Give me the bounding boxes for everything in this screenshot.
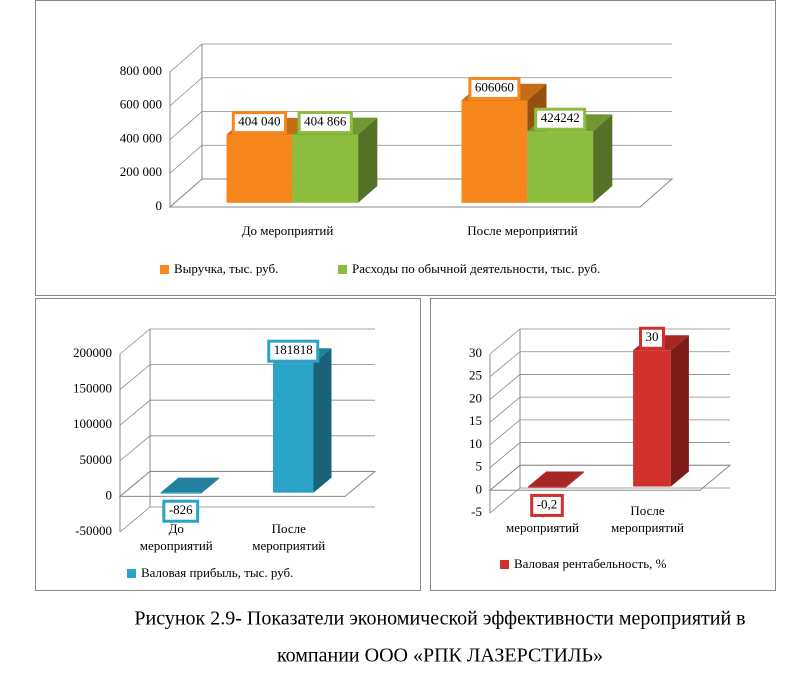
bar — [461, 100, 528, 203]
legend-label: Выручка, тыс. руб. — [174, 261, 278, 276]
y-tick-label: 0 — [106, 487, 113, 502]
caption: компании ООО «РПК ЛАЗЕРСТИЛЬ» — [277, 645, 603, 667]
y-tick-label: -50000 — [75, 523, 112, 538]
grid-line — [119, 506, 375, 533]
value-label-box — [534, 107, 587, 131]
x-tick-label: После мероприятий — [611, 503, 684, 535]
x-label-box: До мероприятий — [241, 223, 334, 238]
bar-top — [160, 477, 219, 493]
value-label-box — [162, 499, 200, 523]
floor — [168, 178, 674, 208]
x-tick-label: До мероприятий — [241, 223, 334, 238]
value-label: 606060 — [475, 80, 514, 95]
y-tick-label: 150000 — [73, 381, 112, 396]
grid-line — [119, 399, 375, 426]
legend-swatch — [500, 560, 509, 569]
grid-line — [169, 77, 672, 107]
x-tick-label: После мероприятий — [467, 223, 578, 238]
caption: Рисунок 2.9- Показатели экономической эф… — [134, 608, 745, 630]
bar-side — [201, 477, 219, 494]
legend-label: Расходы по обычной деятельности, тыс. ру… — [352, 261, 600, 276]
grid-line — [119, 364, 375, 390]
bar-top — [528, 471, 584, 487]
grid-line — [489, 374, 730, 400]
x-label-box: После мероприятий — [467, 223, 578, 238]
value-label: 424242 — [541, 110, 580, 125]
value-label-box — [468, 77, 521, 101]
bar — [160, 492, 201, 494]
x-label-box: После мероприятий — [252, 521, 326, 553]
value-label: 404 866 — [304, 113, 347, 128]
bar — [226, 134, 293, 203]
y-tick-label: 20 — [469, 390, 482, 405]
x-tick-label: До мероприятий — [139, 521, 213, 553]
grid-line — [489, 351, 730, 378]
panel — [35, 298, 421, 591]
bar — [633, 350, 671, 487]
y-tick-label: -5 — [471, 504, 482, 519]
bar — [527, 131, 594, 203]
y-tick-label: 200 000 — [120, 164, 162, 179]
y-tick-label: 0 — [156, 198, 163, 213]
value-label: -0,2 — [537, 496, 558, 511]
panel — [35, 0, 776, 296]
value-label-box — [267, 339, 320, 363]
grid-line — [489, 396, 730, 423]
value-label: 404 040 — [238, 114, 280, 129]
bar-side — [670, 335, 689, 487]
y-tick-label: 0 — [476, 481, 483, 496]
grid-line — [489, 442, 730, 468]
grid-line — [489, 419, 730, 446]
value-label: -826 — [169, 502, 193, 517]
floor — [488, 464, 732, 491]
legend-label: Валовая прибыль, тыс. руб. — [141, 565, 293, 580]
bar — [292, 134, 359, 203]
x-tick-label: После мероприятий — [252, 521, 326, 553]
floor — [118, 470, 377, 497]
bar — [528, 486, 566, 488]
y-tick-label: 600 000 — [120, 97, 162, 112]
value-label-box — [530, 493, 564, 517]
grid-line — [489, 328, 730, 355]
value-label: 30 — [646, 329, 659, 344]
grid-line — [119, 470, 375, 497]
y-tick-label: 100000 — [73, 416, 112, 431]
x-label-box: До мероприятий — [139, 521, 213, 553]
y-tick-label: 15 — [469, 413, 482, 428]
grid-line — [169, 43, 672, 73]
bar-side — [593, 114, 613, 203]
bar-side — [565, 471, 584, 488]
legend-swatch — [338, 265, 347, 274]
legend-swatch — [160, 265, 169, 274]
y-tick-label: 400 000 — [120, 130, 162, 145]
value-label: 181818 — [274, 342, 313, 357]
x-label-box: После мероприятий — [611, 503, 684, 535]
grid-line — [489, 487, 730, 514]
value-label-box — [639, 326, 665, 350]
grid-line — [119, 328, 375, 355]
y-tick-label: 10 — [469, 436, 482, 451]
bar — [273, 363, 314, 493]
value-label-box — [231, 111, 288, 135]
y-tick-label: 30 — [469, 345, 482, 360]
bar-side — [313, 348, 332, 493]
bar-side — [358, 117, 378, 203]
y-tick-label: 800 000 — [120, 63, 162, 78]
y-tick-label: 5 — [476, 459, 483, 474]
grid-line — [119, 435, 375, 462]
y-tick-label: 25 — [469, 368, 482, 383]
value-label-box — [297, 110, 353, 134]
grid-line — [489, 464, 730, 491]
panel — [430, 298, 776, 591]
y-tick-label: 200000 — [73, 345, 112, 360]
legend-swatch — [127, 569, 136, 578]
legend-label: Валовая рентабельность, % — [514, 556, 667, 571]
y-tick-label: 50000 — [80, 452, 113, 467]
